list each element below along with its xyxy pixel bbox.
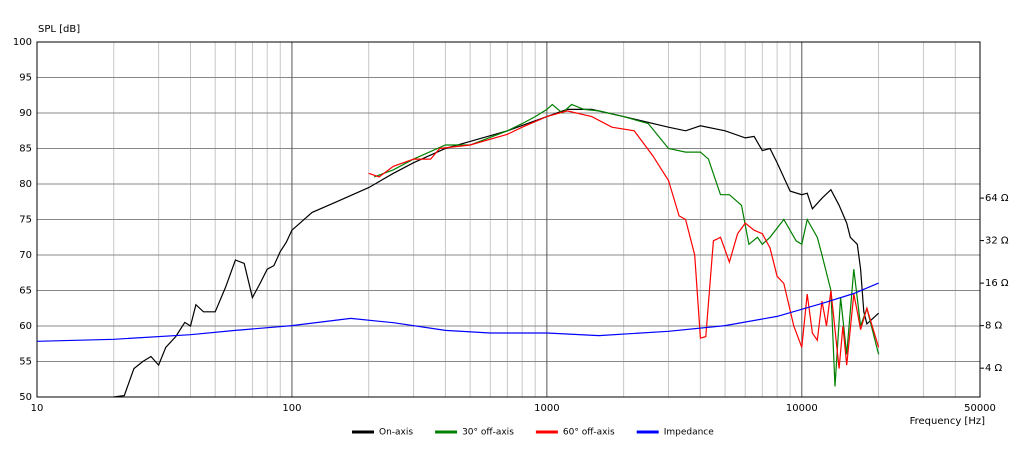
y-tick-label: 95 [19, 73, 32, 84]
y2-tick-label: 32 Ω [985, 236, 1009, 247]
x-tick-label: 50000 [964, 403, 996, 414]
y-tick-label: 80 [19, 179, 32, 190]
y-tick-label: 50 [19, 392, 32, 403]
y2-tick-label: 64 Ω [985, 193, 1009, 204]
series-line [373, 103, 880, 387]
legend-label: On-axis [379, 428, 413, 438]
legend: On-axis 30° off-axis 60° off-axis Impedance [352, 428, 714, 438]
legend-label: Impedance [664, 428, 715, 438]
series-line [113, 108, 880, 398]
x-axis-label: Frequency [Hz] [910, 416, 986, 427]
y-tick-label: 75 [19, 215, 32, 226]
y2-tick-label: 16 Ω [985, 278, 1009, 289]
y-tick-label: 60 [19, 321, 32, 332]
series-line [368, 110, 880, 369]
legend-label: 60° off-axis [563, 428, 615, 438]
legend-label: 30° off-axis [462, 428, 514, 438]
y-tick-label: 100 [13, 37, 32, 48]
x-tick-label: 10000 [786, 403, 818, 414]
y-tick-label: 85 [19, 144, 32, 155]
y-axis-label: SPL [dB] [38, 24, 80, 35]
y-tick-label: 55 [19, 357, 32, 368]
x-tick-label: 100 [282, 403, 301, 414]
grid [36, 41, 981, 398]
y2-tick-label: 4 Ω [985, 363, 1003, 374]
series-line [36, 282, 879, 342]
y-tick-label: 70 [19, 250, 32, 261]
y2-tick-label: 8 Ω [985, 321, 1003, 332]
y-tick-label: 90 [19, 108, 32, 119]
y-tick-label: 65 [19, 286, 32, 297]
x-tick-label: 1000 [534, 403, 559, 414]
plot-frame [36, 41, 981, 398]
x-tick-label: 10 [31, 403, 44, 414]
